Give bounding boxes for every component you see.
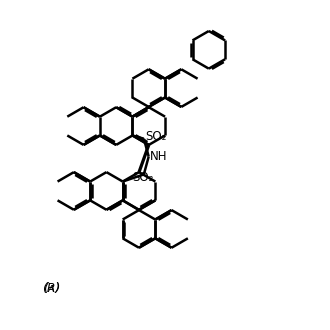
Text: NH: NH: [150, 150, 168, 163]
Text: (ᴀ): (ᴀ): [43, 282, 60, 295]
Text: (R): (R): [42, 282, 61, 295]
Text: SO₂: SO₂: [132, 171, 154, 183]
Text: SO₂: SO₂: [146, 130, 167, 143]
